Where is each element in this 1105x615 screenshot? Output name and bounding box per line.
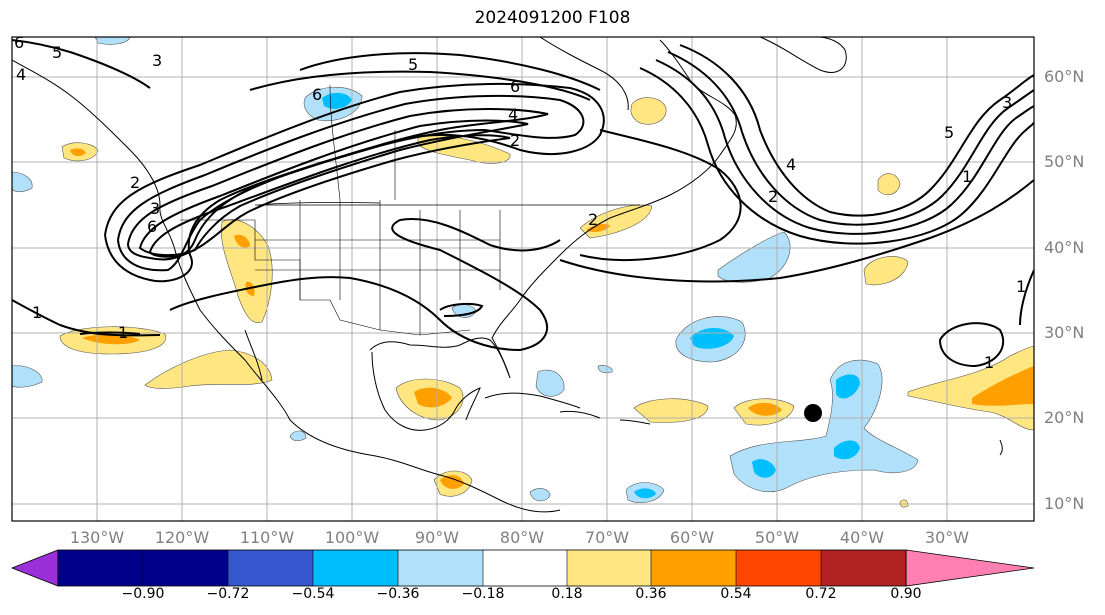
lat-label: 20°N (1044, 408, 1085, 427)
storm-center-marker (804, 404, 822, 422)
contour-label: 2 (510, 131, 520, 150)
colorbar-tick-label: 0.90 (890, 586, 922, 602)
contour-label: 3 (150, 199, 160, 218)
colorbar-segment (313, 550, 398, 586)
map-frame (11, 36, 1035, 522)
anomaly-negative-region (289, 430, 307, 442)
colorbar-segment (483, 550, 567, 586)
contour-label: 4 (508, 105, 518, 124)
lon-label: 50°W (754, 528, 800, 547)
anomaly-positive-core (586, 223, 610, 233)
lon-label: 120°W (154, 528, 210, 547)
anomaly-negative-core (322, 92, 352, 109)
anomaly-positive-core (70, 148, 86, 157)
colorbar-tick-label: −0.54 (291, 586, 335, 602)
contour-label: 6 (510, 77, 520, 96)
shaded-anomaly-fields (12, 37, 1034, 508)
lon-label: 130°W (69, 528, 125, 547)
anomaly-positive-core (414, 387, 452, 408)
lon-label: 110°W (239, 528, 295, 547)
anomaly-negative-core (834, 440, 860, 460)
contour-label: 4 (786, 155, 796, 174)
colorbar-extend-low (10, 549, 59, 587)
anomaly-negative-core (836, 374, 860, 399)
contour-label: 1 (118, 323, 128, 342)
contour-label: 5 (408, 55, 418, 74)
anomaly-negative-region (529, 488, 551, 502)
anomaly-positive-region (630, 97, 667, 125)
anomaly-negative-region (12, 365, 43, 388)
colorbar-tick-label: −0.18 (461, 586, 505, 602)
lon-label: 30°W (924, 528, 970, 547)
colorbar-tick-label: −0.72 (206, 586, 250, 602)
contour-label: 2 (768, 187, 778, 206)
colorbar-segment (651, 550, 736, 586)
anomaly-positive-region (863, 256, 909, 286)
anomaly-positive-core (972, 366, 1034, 406)
contour-label: 6 (312, 85, 322, 104)
colorbar-tick-label: 0.72 (805, 586, 837, 602)
contour-label: 3 (1002, 93, 1012, 112)
colorbar-tick-label: 0.36 (635, 586, 667, 602)
lon-label: 40°W (839, 528, 885, 547)
colorbar-extend-high (906, 550, 1034, 586)
contour-label: 5 (944, 123, 954, 142)
lat-label: 60°N (1044, 67, 1085, 86)
anomaly-negative-region (717, 231, 791, 283)
colorbar-tick-label: −0.36 (376, 586, 420, 602)
lon-label: 60°W (669, 528, 715, 547)
contour-label: 6 (147, 217, 157, 236)
colorbar-tick-label: 0.54 (720, 586, 752, 602)
colorbar (10, 549, 1035, 587)
colorbar-segment (567, 550, 651, 586)
anomaly-positive-region (877, 173, 901, 196)
colorbar-segment (58, 550, 143, 586)
lat-label: 30°N (1044, 323, 1085, 342)
map-title: 2024091200 F108 (474, 8, 631, 28)
lon-label: 90°W (414, 528, 460, 547)
colorbar-segment (736, 550, 821, 586)
anomaly-positive-region (144, 349, 273, 389)
anomaly-negative-region (94, 37, 131, 45)
anomaly-negative-core (752, 459, 776, 478)
contour-label: 2 (588, 210, 598, 229)
contour-label: 4 (16, 65, 26, 84)
anomaly-positive-core (748, 402, 782, 416)
coastlines (12, 37, 1003, 513)
anomaly-negative-region (12, 171, 33, 193)
colorbar-segment (228, 550, 313, 586)
colorbar-segment (821, 550, 906, 586)
anomaly-negative-region (535, 369, 565, 397)
lon-label: 100°W (324, 528, 380, 547)
contour-label: 6 (14, 33, 24, 52)
anomaly-contours (12, 39, 1034, 368)
contour-label: 5 (52, 43, 62, 62)
contour-label: 1 (962, 167, 972, 186)
anomaly-positive-region (633, 398, 709, 423)
anomaly-positive-core (440, 475, 464, 489)
colorbar-tick-label: 0.18 (551, 586, 583, 602)
anomaly-negative-region (597, 365, 613, 374)
colorbar-segment (398, 550, 483, 586)
contour-label: 2 (130, 173, 140, 192)
anomaly-positive-region (907, 345, 1034, 431)
contour-label: 1 (32, 303, 42, 322)
anomaly-positive-region (220, 219, 273, 323)
lat-label: 10°N (1044, 494, 1085, 513)
anomaly-negative-core (634, 488, 656, 499)
contour-label: 3 (152, 51, 162, 70)
colorbar-segment (143, 550, 228, 586)
contour-label: 1 (984, 353, 994, 372)
lon-label: 80°W (499, 528, 545, 547)
anomaly-positive-core (234, 234, 250, 248)
lat-label: 50°N (1044, 152, 1085, 171)
contour-label: 1 (1016, 277, 1026, 296)
colorbar-tick-label: −0.90 (121, 586, 165, 602)
contour-label-group: 6 5 3 4 1 2 6 5 4 2 6 4 2 5 3 1 1 1 1 6 … (14, 33, 1026, 372)
lat-label: 40°N (1044, 238, 1085, 257)
lon-label: 70°W (584, 528, 630, 547)
